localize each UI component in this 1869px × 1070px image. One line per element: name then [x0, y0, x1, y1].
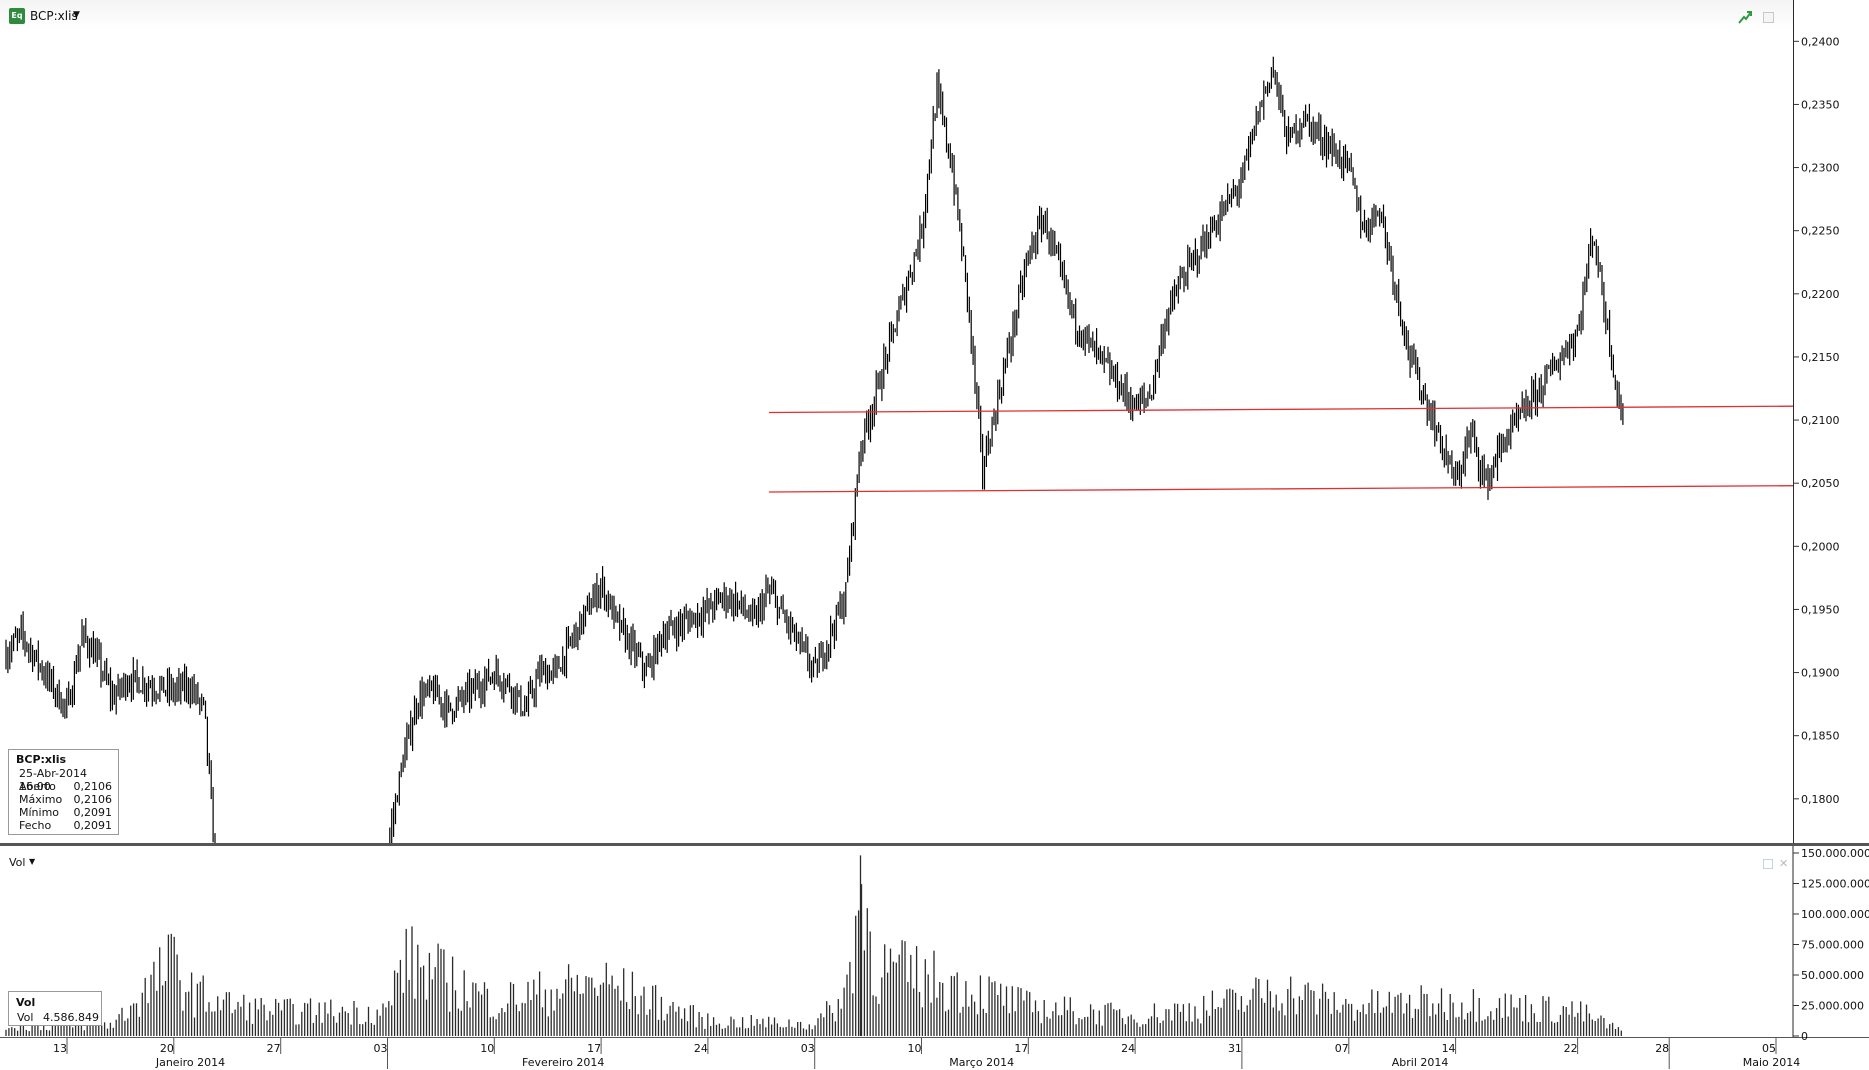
price-tick-label: 0,2200 [1801, 288, 1840, 301]
day-tick-label: 31 [1228, 1042, 1242, 1055]
info-box-datetime: 25-Abr-2014 16:00 [19, 767, 88, 793]
symbol-selector[interactable]: BCP:xlis [30, 9, 78, 23]
volume-box-label: Vol [17, 1011, 34, 1024]
day-tick-label: 28 [1655, 1042, 1669, 1055]
volume-tick-label: 100.000.000 [1801, 908, 1869, 921]
equity-icon: Eq [9, 8, 25, 24]
price-tick-label: 0,2000 [1801, 540, 1840, 553]
price-tick-label: 0,1850 [1801, 730, 1840, 743]
info-row-value: 0,2091 [73, 806, 113, 819]
volume-info-box: Vol Vol 4.586.849 [8, 991, 102, 1026]
panel-divider[interactable] [0, 843, 1869, 846]
price-tick-label: 0,2400 [1801, 35, 1840, 48]
volume-panel-label[interactable]: Vol [9, 856, 26, 869]
day-tick-label: 14 [1442, 1042, 1456, 1055]
info-row-label: Mínimo [19, 806, 60, 819]
price-tick-label: 0,2150 [1801, 351, 1840, 364]
volume-box-title: Vol [16, 996, 36, 1009]
info-row-label: Fecho [19, 819, 52, 832]
ohlc-info-box: BCP:xlis 25-Abr-2014 16:00 Aberto 0,2106… [8, 749, 119, 835]
restore-icon[interactable] [1763, 12, 1774, 23]
info-box-title: BCP:xlis [16, 753, 67, 766]
info-row-value: 0,2106 [73, 780, 113, 793]
day-tick-label: 03 [801, 1042, 815, 1055]
day-tick-label: 20 [160, 1042, 174, 1055]
price-tick-label: 0,2100 [1801, 414, 1840, 427]
restore-icon[interactable] [1763, 859, 1773, 869]
volume-tick-label: 75.000.000 [1801, 939, 1864, 952]
day-tick-label: 22 [1564, 1042, 1578, 1055]
day-tick-label: 24 [694, 1042, 708, 1055]
info-row-value: 0,2091 [73, 819, 113, 832]
chevron-down-icon[interactable]: ▼ [29, 857, 36, 866]
volume-box-value: 4.586.849 [43, 1011, 99, 1024]
trend-line-icon[interactable] [1738, 10, 1752, 24]
month-label: Fevereiro 2014 [522, 1056, 604, 1069]
volume-tick-label: 125.000.000 [1801, 878, 1869, 891]
info-row-label: Aberto [19, 780, 56, 793]
day-tick-label: 24 [1121, 1042, 1135, 1055]
volume-tick-label: 50.000.000 [1801, 969, 1864, 982]
month-label: Março 2014 [949, 1056, 1014, 1069]
volume-tick-label: 150.000.000 [1801, 847, 1869, 860]
day-tick-label: 17 [1014, 1042, 1028, 1055]
day-tick-label: 10 [480, 1042, 494, 1055]
price-tick-label: 0,2050 [1801, 477, 1840, 490]
month-label: Maio 2014 [1743, 1056, 1801, 1069]
day-tick-label: 10 [908, 1042, 922, 1055]
month-label: Abril 2014 [1392, 1056, 1449, 1069]
volume-tick-label: 0 [1801, 1030, 1808, 1043]
price-tick-label: 0,1950 [1801, 603, 1840, 616]
support-line [768, 405, 1794, 414]
price-axis [1793, 0, 1869, 843]
info-row-label: Máximo [19, 793, 63, 806]
day-tick-label: 27 [267, 1042, 281, 1055]
price-tick-label: 0,2300 [1801, 162, 1840, 175]
price-tick-label: 0,2250 [1801, 225, 1840, 238]
price-tick-label: 0,1900 [1801, 667, 1840, 680]
chevron-down-icon[interactable]: ▼ [73, 10, 80, 20]
info-row-value: 0,2106 [73, 793, 113, 806]
time-axis [0, 1037, 1869, 1070]
price-tick-label: 0,1800 [1801, 793, 1840, 806]
month-label: Janeiro 2014 [155, 1056, 225, 1069]
day-tick-label: 13 [53, 1042, 67, 1055]
day-tick-label: 17 [587, 1042, 601, 1055]
volume-tick-label: 25.000.000 [1801, 1000, 1864, 1013]
close-icon[interactable]: ✕ [1779, 857, 1789, 870]
day-tick-label: 05 [1762, 1042, 1776, 1055]
day-tick-label: 03 [373, 1042, 387, 1055]
support-line [768, 485, 1794, 493]
chart-header: Eq BCP:xlis ▼ [0, 0, 1793, 30]
price-tick-label: 0,2350 [1801, 98, 1840, 111]
day-tick-label: 07 [1335, 1042, 1349, 1055]
